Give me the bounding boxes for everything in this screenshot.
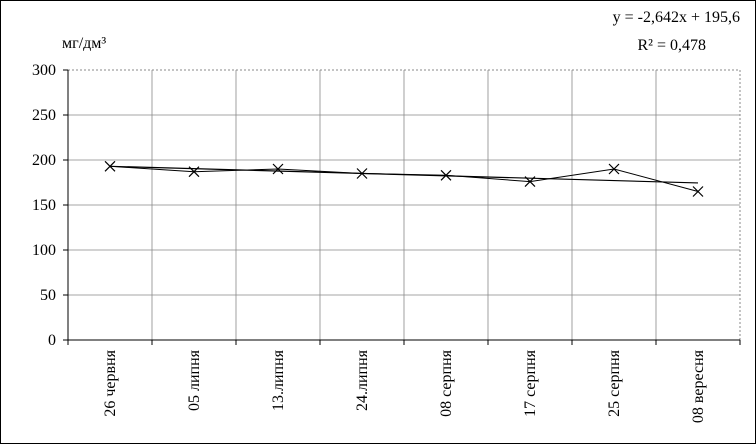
x-tick-label: 26 червня [102, 349, 119, 416]
marker [440, 169, 452, 181]
marker [608, 163, 620, 175]
marker [272, 163, 284, 175]
y-tick-label: 200 [32, 152, 56, 169]
x-tick-label: 05 липня [186, 349, 203, 411]
y-tick-label: 300 [32, 62, 56, 79]
x-tick-label: 24.липня [354, 349, 371, 411]
x-tick-label: 13.липня [270, 349, 287, 411]
y-tick-label: 0 [48, 332, 56, 349]
trend-equation: y = -2,642x + 195,6 [613, 9, 740, 26]
data-line [109, 165, 699, 192]
trend-r2: R² = 0,478 [638, 37, 707, 54]
x-tick-label: 08 серпня [438, 349, 455, 417]
marker [356, 168, 368, 179]
y-tick-label: 150 [32, 197, 56, 214]
marker [104, 160, 116, 172]
x-tick-label: 25 серпня [606, 349, 623, 417]
marker [692, 186, 704, 197]
y-tick-label: 250 [32, 107, 56, 124]
marker [188, 166, 200, 178]
y-tick-label: 50 [40, 287, 56, 304]
y-tick-label: 100 [32, 242, 56, 259]
x-tick-label: 08 вересня [690, 349, 707, 423]
y-axis-label: мг/дм³ [62, 35, 106, 52]
x-tick-label: 17 серпня [522, 349, 539, 417]
marker [524, 176, 536, 188]
